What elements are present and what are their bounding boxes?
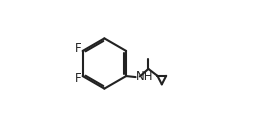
Text: F: F [75,72,82,85]
Text: NH: NH [136,70,154,83]
Text: F: F [75,42,82,55]
